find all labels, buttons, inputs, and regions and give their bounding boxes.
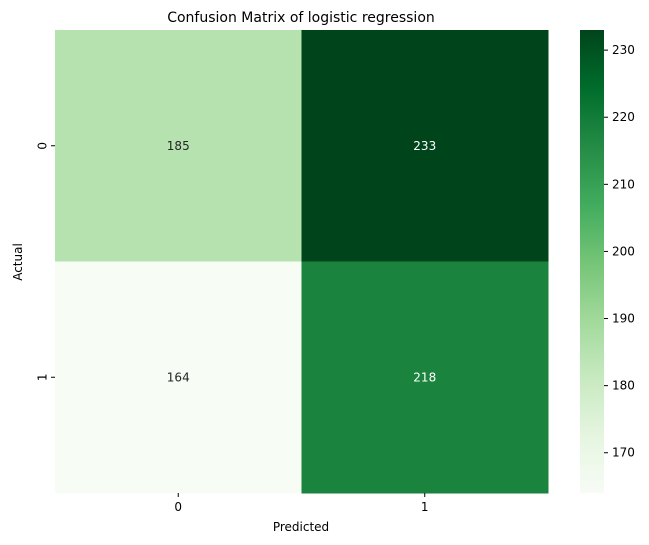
cell-value-label: 164 [167,370,190,384]
x-tick-label: 1 [421,500,429,514]
x-tick-label: 0 [174,500,182,514]
y-axis-label: Actual [11,243,25,281]
heatmap-cell [55,30,302,262]
colorbar-tick-label: 220 [612,110,635,124]
colorbar-ticks: 170 180 190 200 210 220 230 [604,43,635,460]
cell-value-label: 233 [413,139,436,153]
colorbar-tick-label: 170 [612,446,635,460]
colorbar-tick-label: 180 [612,379,635,393]
colorbar [580,30,604,493]
colorbar-tick-label: 190 [612,312,635,326]
cell-value-label: 185 [167,139,190,153]
y-axis-ticks: 01 [36,142,55,381]
colorbar-tick-label: 200 [612,244,635,258]
heatmap-cell-labels: 185 233 164 218 [167,139,436,385]
colorbar-tick-label: 210 [612,177,635,191]
x-axis-label: Predicted [273,520,329,534]
heatmap-cells [55,30,549,494]
heatmap-cell [55,261,302,494]
y-tick-label: 1 [36,373,50,381]
colorbar-tick-label: 230 [612,43,635,57]
chart-title: Confusion Matrix of logistic regression [167,10,435,26]
heatmap-cell [301,30,549,262]
y-tick-label: 0 [36,142,50,150]
cell-value-label: 218 [413,370,436,384]
heatmap-cell [301,261,549,494]
